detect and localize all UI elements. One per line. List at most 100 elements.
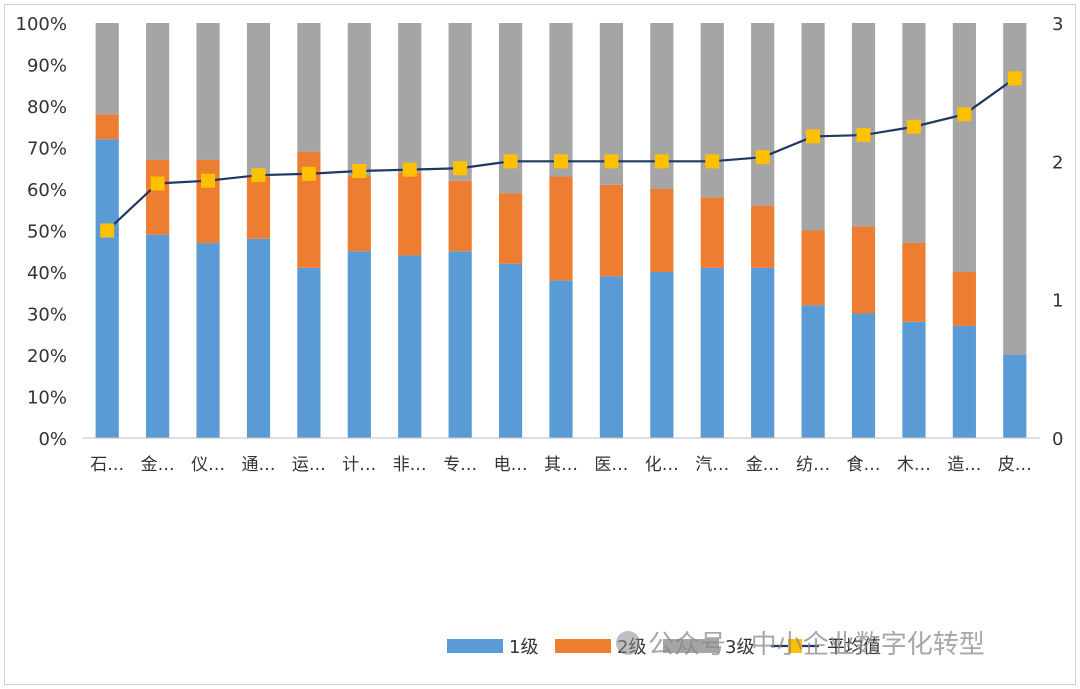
x-category-label: 其…	[544, 455, 578, 475]
bar-segment-s0-4	[297, 267, 321, 438]
legend-label: 平均值	[827, 637, 881, 658]
average-marker-6	[402, 162, 417, 177]
x-category-label: 石…	[90, 455, 124, 475]
bar-segment-s0-5	[347, 251, 371, 438]
x-category-label: 金…	[141, 455, 175, 475]
bar-segment-s0-16	[902, 321, 926, 438]
bar-segment-s1-14	[801, 230, 825, 306]
bar-segment-s0-2	[196, 242, 220, 438]
x-category-label: 食…	[847, 455, 881, 475]
y-left-tick-label: 10%	[27, 388, 67, 409]
bar-segment-s2-15	[851, 23, 876, 227]
bar-segment-s0-15	[851, 313, 876, 438]
bar-segment-s1-12	[700, 197, 724, 268]
y-right-tick-label: 2	[1052, 152, 1063, 173]
legend-label: 3级	[725, 637, 754, 658]
y-left-tick-label: 50%	[27, 222, 67, 243]
bar-segment-s2-5	[347, 23, 371, 177]
x-category-label: 运…	[292, 455, 326, 475]
bar-segment-s0-12	[700, 267, 724, 438]
y-left-tick-label: 90%	[27, 56, 67, 77]
bar-segment-s1-1	[146, 159, 170, 235]
watermark-text: 公众号 · 中小企业数字化转型	[648, 630, 985, 660]
average-marker-18	[1007, 71, 1022, 86]
bar-segment-s1-5	[347, 176, 371, 252]
x-category-label: 通…	[242, 455, 276, 475]
x-category-label: 化…	[645, 455, 679, 475]
average-marker-10	[604, 154, 619, 169]
y-right-tick-label: 1	[1052, 291, 1063, 312]
bar-segment-s1-8	[498, 193, 523, 264]
bar-segment-s2-17	[952, 23, 976, 272]
bar-segment-s2-9	[549, 23, 573, 177]
bar-segment-s0-13	[751, 267, 775, 438]
legend-marker-swatch	[788, 639, 802, 653]
bar-segment-s0-18	[1003, 355, 1027, 438]
legend-swatch-0	[447, 639, 503, 653]
y-left-tick-label: 60%	[27, 180, 67, 201]
x-category-label: 专…	[443, 455, 477, 475]
bar-segment-s2-0	[95, 23, 119, 115]
bar-segment-s2-18	[1003, 23, 1027, 355]
legend-swatch-1	[555, 639, 611, 653]
y-left-tick-label: 70%	[27, 139, 67, 160]
bar-segment-s1-3	[246, 176, 271, 239]
bar-segment-s1-11	[650, 189, 674, 272]
bar-segment-s0-1	[146, 234, 170, 438]
bar-segment-s0-11	[650, 272, 674, 438]
average-marker-1	[150, 176, 165, 191]
x-category-label: 仪…	[191, 455, 225, 475]
wechat-icon	[616, 631, 640, 655]
bar-segment-s0-7	[448, 251, 472, 438]
bar-segment-s0-8	[498, 263, 523, 438]
bar-segment-s0-0	[95, 139, 119, 438]
bar-segment-s0-14	[801, 305, 825, 438]
x-category-label: 纺…	[796, 455, 830, 475]
bar-segment-s1-2	[196, 159, 220, 243]
bar-segment-s1-6	[398, 172, 422, 256]
bar-segment-s2-3	[246, 23, 271, 177]
average-marker-14	[806, 129, 821, 144]
bar-segment-s2-8	[498, 23, 523, 194]
bar-segment-s2-14	[801, 23, 825, 231]
x-category-label: 医…	[594, 455, 628, 475]
bar-segment-s2-11	[650, 23, 674, 189]
average-marker-8	[503, 154, 518, 169]
average-marker-3	[251, 168, 266, 183]
bar-segment-s1-16	[902, 242, 926, 322]
average-marker-9	[554, 154, 568, 169]
bar-segment-s0-17	[952, 325, 976, 438]
bar-segment-s2-6	[398, 23, 422, 173]
bar-segment-s1-7	[448, 180, 472, 252]
bar-segment-s0-9	[549, 280, 573, 438]
bar-segment-s2-1	[146, 23, 170, 160]
average-marker-17	[957, 107, 972, 122]
y-left-tick-label: 80%	[27, 97, 67, 118]
average-marker-0	[100, 223, 115, 238]
average-marker-13	[755, 150, 770, 165]
bar-segment-s1-17	[952, 272, 976, 326]
bar-segment-s2-4	[297, 23, 321, 152]
bar-segment-s0-3	[246, 238, 271, 438]
bar-segment-s2-10	[599, 23, 624, 185]
average-marker-12	[705, 154, 720, 169]
axes-layer: 0% 10% 20% 30% 40% 50% 60% 70% 80% 90% 100% 0 1 2 3 石… 金…	[16, 14, 1064, 475]
bar-layer	[95, 23, 1027, 438]
bar-segment-s1-0	[95, 114, 119, 140]
bar-segment-s1-10	[599, 184, 624, 277]
x-category-label: 造…	[947, 455, 981, 475]
average-marker-16	[906, 119, 921, 134]
y-left-tick-label: 20%	[27, 346, 67, 367]
average-marker-11	[654, 154, 669, 169]
bar-segment-s1-13	[751, 205, 775, 268]
x-category-label: 非…	[393, 455, 427, 475]
bar-segment-s2-7	[448, 23, 472, 181]
legend-label: 1级	[509, 637, 538, 658]
bar-segment-s1-15	[851, 226, 876, 314]
x-category-label: 皮…	[998, 455, 1032, 475]
average-marker-7	[453, 161, 468, 176]
average-marker-15	[856, 128, 871, 143]
y-left-tick-label: 40%	[27, 263, 67, 284]
x-category-label: 木…	[897, 455, 931, 475]
